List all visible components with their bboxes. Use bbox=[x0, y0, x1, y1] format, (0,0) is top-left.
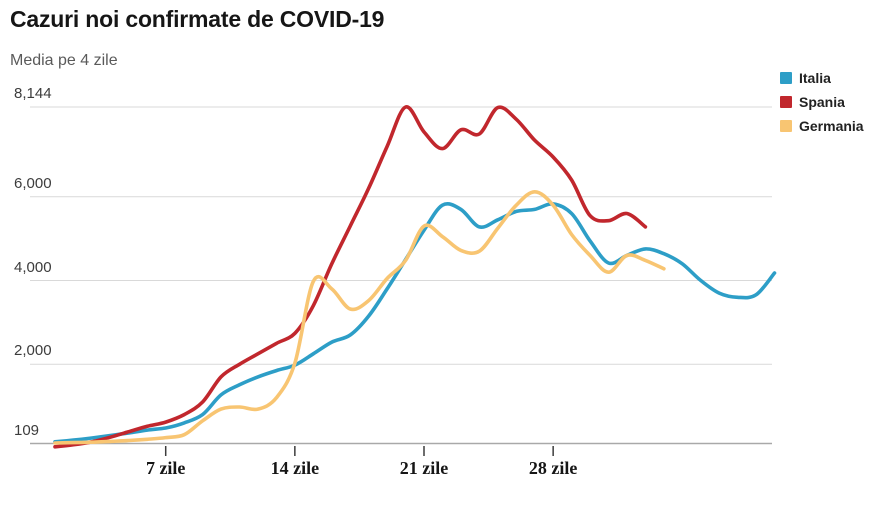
x-axis-label: 28 zile bbox=[528, 458, 578, 478]
line-germania bbox=[53, 190, 666, 445]
x-axis-label: 21 zile bbox=[399, 458, 449, 478]
line-spania bbox=[53, 105, 648, 449]
legend-item-italia: Italia bbox=[780, 66, 864, 90]
chart-title: Cazuri noi confirmate de COVID-19 bbox=[10, 6, 385, 32]
legend-label: Italia bbox=[799, 70, 831, 86]
y-axis-label: 2,000 bbox=[14, 342, 52, 360]
x-axis-label: 7 zile bbox=[145, 458, 186, 478]
legend-swatch-spania-icon bbox=[780, 96, 792, 108]
y-axis-label: 4,000 bbox=[14, 258, 52, 276]
legend-item-germania: Germania bbox=[780, 114, 864, 138]
legend-item-spania: Spania bbox=[780, 90, 864, 114]
chart-subtitle: Media pe 4 zile bbox=[10, 52, 118, 69]
chart-legend: Italia Spania Germania bbox=[780, 66, 864, 138]
y-axis-label: 6,000 bbox=[14, 174, 52, 192]
y-axis-label: 109 bbox=[14, 421, 40, 439]
legend-label: Germania bbox=[799, 118, 864, 134]
y-axis-label: 8,144 bbox=[14, 85, 52, 102]
legend-swatch-italia-icon bbox=[780, 72, 792, 84]
legend-label: Spania bbox=[799, 94, 845, 110]
legend-swatch-germania-icon bbox=[780, 120, 792, 132]
x-axis-label: 14 zile bbox=[270, 458, 320, 478]
